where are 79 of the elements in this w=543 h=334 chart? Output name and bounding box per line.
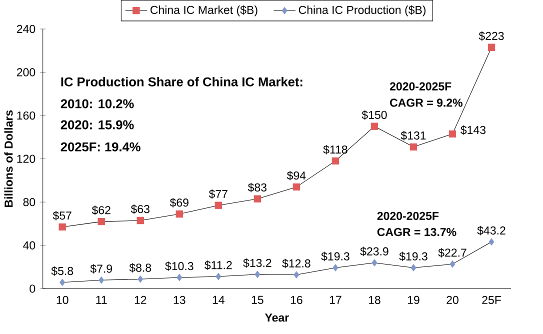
point [332,264,338,272]
data-label: $43.2 [477,226,506,236]
y-tick-label: 120 [17,154,36,164]
x-tick-label: 18 [368,296,380,304]
y-tick-label: 0 [30,284,36,293]
data-label: $143 [460,126,486,135]
data-label: $12.8 [282,258,310,268]
x-tick-label: 16 [290,296,302,304]
data-label: $19.3 [321,252,350,262]
point [294,271,300,279]
data-label: $150 [362,110,387,120]
point [138,276,144,283]
annotation: 2020: 15.9% [60,120,134,130]
x-tick-label: 17 [330,296,342,304]
x-tick-label: 15 [252,296,264,304]
x-tick-label: 19 [408,296,420,304]
y-tick-label: 200 [16,68,36,76]
point [488,238,494,246]
y-tick-label: 240 [16,25,36,34]
data-label: $62 [92,206,110,216]
point [176,274,182,282]
annotation: IC Production Share of China IC Market: [61,77,302,87]
y-tick-label: 40 [23,241,36,250]
data-label: $22.7 [438,248,466,258]
annotation: CAGR = 13.7% [377,228,456,236]
point [488,44,496,52]
data-label: $11.2 [204,260,232,270]
data-label: $223 [478,32,504,41]
point [98,218,105,226]
annotation: 2025F: 19.4% [60,142,140,152]
x-tick-label: 20 [446,296,458,304]
data-label: $83 [248,182,267,192]
x-tick-label: 11 [96,296,107,304]
data-label: $8.8 [129,263,152,273]
point [176,210,183,218]
data-label: $7.9 [90,264,112,274]
data-label: $118 [323,145,348,154]
data-label: $63 [130,204,150,214]
x-axis-title: Year [264,314,289,322]
legend-label: China IC Production ($B) [298,5,426,16]
y-tick-label: 160 [17,112,36,120]
point [372,259,378,266]
point [448,130,456,138]
y-axis-title: Billions of Dollars [4,110,13,208]
data-label: $10.3 [165,262,194,271]
point [214,202,222,210]
point [254,270,260,278]
point [216,273,222,280]
data-label: $131 [400,131,426,140]
annotation: CAGR = 9.2% [390,98,462,107]
data-label: $5.8 [51,266,74,276]
data-label: $23.9 [360,246,388,256]
x-tick-label: 12 [134,296,146,304]
annotation: 2020-2025F [377,212,439,220]
data-label: $57 [52,211,72,220]
data-label: $13.2 [243,258,272,268]
point [60,278,66,286]
data-label: $94 [286,171,306,180]
point [136,217,144,224]
point [450,260,456,268]
x-tick-label: 14 [212,296,224,304]
data-label: $69 [170,198,188,208]
point [332,158,340,165]
annotation: 2020-2025F [390,82,452,91]
x-tick-label: 25F [482,296,501,304]
x-tick-label: 13 [174,296,186,304]
data-label: $77 [208,189,228,199]
point [254,195,262,203]
point [410,264,416,272]
point [292,183,300,191]
point [98,276,104,284]
legend-label: China IC Market ($B) [150,5,258,16]
point [370,122,378,130]
data-label: $19.3 [399,252,428,262]
point [58,224,66,231]
point [410,143,418,151]
x-tick-label: 10 [56,296,68,304]
y-tick-label: 80 [23,198,36,206]
annotation: 2010: 10.2% [60,99,134,108]
